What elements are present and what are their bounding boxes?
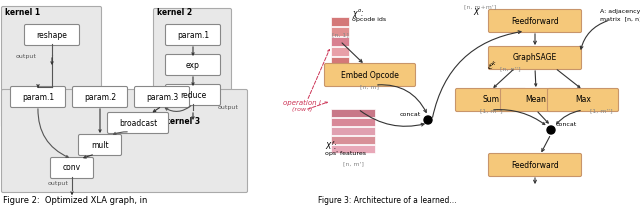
FancyBboxPatch shape	[166, 85, 221, 105]
FancyBboxPatch shape	[331, 109, 375, 117]
Text: Figure 3: Architecture of a learned...: Figure 3: Architecture of a learned...	[318, 196, 456, 205]
FancyBboxPatch shape	[79, 134, 122, 155]
Text: concat: concat	[556, 122, 577, 128]
FancyBboxPatch shape	[488, 46, 582, 69]
Text: Feedforward: Feedforward	[511, 16, 559, 26]
FancyBboxPatch shape	[166, 24, 221, 46]
FancyBboxPatch shape	[331, 127, 375, 135]
FancyBboxPatch shape	[51, 157, 93, 178]
Text: [n, 1]: [n, 1]	[332, 33, 348, 37]
FancyBboxPatch shape	[331, 26, 349, 36]
FancyBboxPatch shape	[24, 24, 79, 46]
FancyBboxPatch shape	[134, 86, 189, 108]
Text: param.1: param.1	[177, 30, 209, 39]
FancyBboxPatch shape	[331, 16, 349, 26]
Circle shape	[547, 126, 555, 134]
Text: [n, n'']: [n, n'']	[500, 66, 520, 71]
FancyBboxPatch shape	[547, 88, 618, 111]
Text: [n, m']: [n, m']	[342, 161, 364, 166]
Text: Mean: Mean	[525, 95, 547, 105]
FancyBboxPatch shape	[456, 88, 527, 111]
Text: output: output	[218, 105, 239, 110]
Text: X: X	[474, 8, 479, 17]
Text: Embed Opcode: Embed Opcode	[341, 71, 399, 79]
Text: [n, m]: [n, m]	[360, 84, 380, 89]
Text: concat: concat	[399, 111, 420, 117]
FancyBboxPatch shape	[331, 56, 349, 66]
FancyBboxPatch shape	[324, 63, 415, 86]
FancyBboxPatch shape	[488, 154, 582, 177]
Text: $\chi^o$:: $\chi^o$:	[352, 7, 365, 20]
Text: [n, m+m']: [n, m+m']	[464, 4, 496, 9]
Text: conv: conv	[63, 164, 81, 173]
FancyBboxPatch shape	[331, 136, 375, 144]
FancyBboxPatch shape	[154, 9, 232, 109]
Text: Figure 2:  Optimized XLA graph, in: Figure 2: Optimized XLA graph, in	[3, 196, 147, 205]
Text: operation i: operation i	[283, 100, 321, 106]
Text: (row i): (row i)	[292, 108, 312, 112]
FancyBboxPatch shape	[500, 88, 572, 111]
Text: Feedforward: Feedforward	[511, 161, 559, 170]
Text: [1, m'']: [1, m'']	[480, 108, 502, 113]
Text: kernel 1: kernel 1	[5, 8, 40, 17]
FancyBboxPatch shape	[331, 118, 375, 126]
Text: reshape: reshape	[36, 30, 67, 39]
Text: A: adjacency: A: adjacency	[600, 9, 640, 14]
FancyBboxPatch shape	[488, 10, 582, 33]
Text: Sum: Sum	[483, 95, 499, 105]
Text: param.3: param.3	[146, 92, 178, 102]
FancyBboxPatch shape	[1, 7, 102, 128]
Text: kernel 2: kernel 2	[157, 8, 192, 17]
Text: output: output	[48, 181, 69, 186]
FancyBboxPatch shape	[331, 36, 349, 46]
Text: ops' features: ops' features	[325, 151, 366, 155]
Text: exp: exp	[186, 60, 200, 69]
Text: param.2: param.2	[84, 92, 116, 102]
FancyBboxPatch shape	[108, 112, 168, 134]
Text: param.1: param.1	[22, 92, 54, 102]
Text: output: output	[16, 54, 37, 59]
Text: reduce: reduce	[180, 91, 206, 99]
FancyBboxPatch shape	[10, 86, 65, 108]
Circle shape	[424, 116, 432, 124]
FancyBboxPatch shape	[166, 55, 221, 75]
Text: kernel 3: kernel 3	[165, 117, 200, 126]
FancyBboxPatch shape	[1, 89, 248, 193]
Text: Max: Max	[575, 95, 591, 105]
FancyBboxPatch shape	[331, 46, 349, 56]
Text: broadcast: broadcast	[119, 118, 157, 128]
FancyBboxPatch shape	[72, 86, 127, 108]
Text: $\mathcal{E}^k$: $\mathcal{E}^k$	[486, 60, 497, 72]
Text: [1, m'']: [1, m'']	[590, 108, 612, 113]
Text: $X^f$:: $X^f$:	[325, 140, 337, 152]
FancyBboxPatch shape	[331, 145, 375, 153]
Text: GraphSAGE: GraphSAGE	[513, 53, 557, 62]
Text: opcode ids: opcode ids	[352, 17, 386, 23]
Text: matrix  [n, n]: matrix [n, n]	[600, 16, 640, 21]
Text: mult: mult	[91, 141, 109, 150]
